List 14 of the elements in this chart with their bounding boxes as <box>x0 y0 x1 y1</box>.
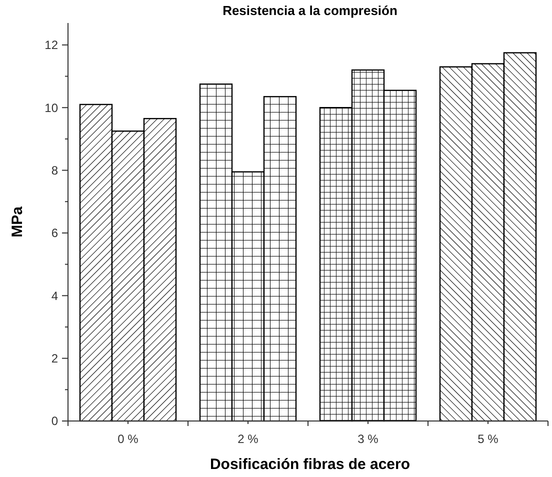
x-tick-label: 3 % <box>358 432 379 446</box>
y-tick-label: 2 <box>51 352 58 366</box>
x-tick-label: 0 % <box>118 432 139 446</box>
x-tick-label: 2 % <box>238 432 259 446</box>
y-tick-label: 6 <box>51 226 58 240</box>
x-tick-label: 5 % <box>478 432 499 446</box>
y-tick-label: 12 <box>44 38 58 52</box>
chart-title: Resistencia a la compresión <box>222 3 398 18</box>
y-tick-label: 10 <box>44 100 58 115</box>
x-axis-title: Dosificación fibras de acero <box>210 456 410 473</box>
y-axis-title: MPa <box>9 206 26 238</box>
y-tick-label: 8 <box>51 163 58 178</box>
y-tick-label: 0 <box>51 414 58 428</box>
y-tick-label: 4 <box>51 288 58 303</box>
